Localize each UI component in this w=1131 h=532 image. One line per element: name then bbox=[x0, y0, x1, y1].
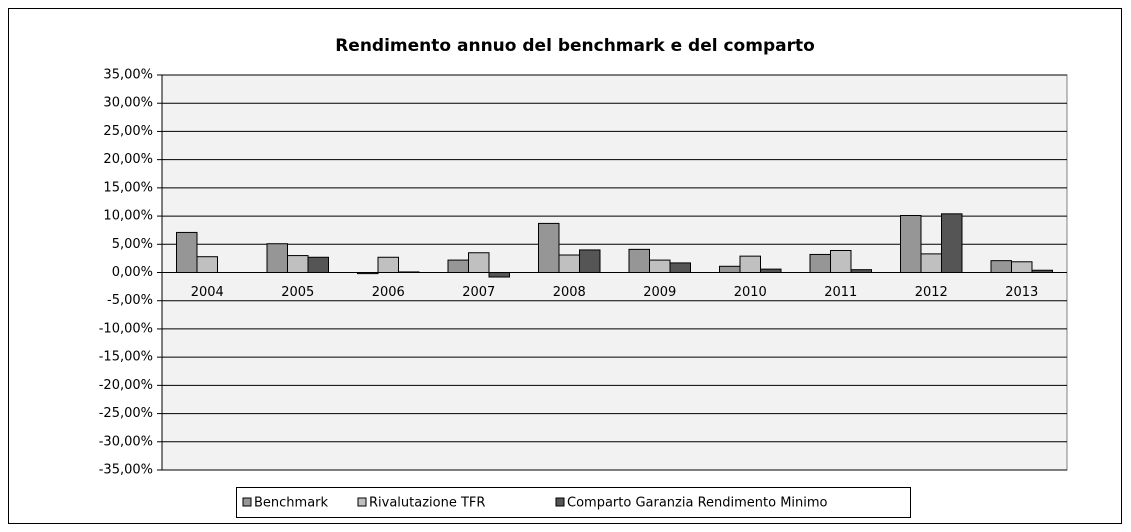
bar bbox=[558, 254, 580, 273]
y-tick-label: -20,00% bbox=[99, 378, 153, 393]
bar bbox=[1011, 261, 1033, 273]
legend-label: Comparto Garanzia Rendimento Minimo bbox=[567, 496, 828, 511]
x-tick-label: 2011 bbox=[824, 285, 857, 300]
bar bbox=[196, 256, 218, 274]
bar bbox=[377, 256, 399, 273]
bar bbox=[447, 259, 469, 274]
legend-label: Rivalutazione TFR bbox=[369, 496, 485, 511]
bar bbox=[398, 271, 420, 273]
bar bbox=[809, 253, 831, 273]
bar bbox=[1031, 269, 1053, 274]
bar bbox=[628, 248, 650, 274]
x-tick-label: 2007 bbox=[462, 285, 495, 300]
bar bbox=[990, 260, 1012, 273]
bar bbox=[357, 272, 379, 275]
legend-swatch bbox=[242, 497, 252, 507]
bar bbox=[649, 259, 671, 274]
y-tick-label: 0,00% bbox=[112, 265, 153, 280]
bar bbox=[920, 253, 942, 273]
y-tick-label: 35,00% bbox=[103, 68, 153, 83]
y-tick-label: -15,00% bbox=[99, 350, 153, 365]
bar bbox=[307, 256, 329, 273]
y-tick-label: 15,00% bbox=[103, 180, 153, 195]
bar bbox=[719, 265, 741, 273]
chart-title: Rendimento annuo del benchmark e del com… bbox=[335, 36, 815, 56]
bar bbox=[266, 243, 288, 274]
bar bbox=[176, 231, 198, 273]
bar bbox=[538, 222, 560, 274]
y-tick-label: -25,00% bbox=[99, 406, 153, 421]
x-tick-label: 2009 bbox=[643, 285, 676, 300]
x-tick-label: 2012 bbox=[915, 285, 948, 300]
bar bbox=[468, 252, 490, 273]
x-tick-label: 2010 bbox=[734, 285, 767, 300]
legend-swatch bbox=[357, 497, 367, 507]
bar bbox=[900, 215, 922, 273]
y-tick-label: 30,00% bbox=[103, 96, 153, 111]
y-tick-label: -35,00% bbox=[99, 463, 153, 478]
bar bbox=[669, 262, 691, 273]
legend-swatch bbox=[555, 497, 565, 507]
legend-box bbox=[236, 487, 911, 518]
bar bbox=[739, 255, 761, 273]
bar bbox=[760, 268, 782, 274]
x-tick-label: 2008 bbox=[553, 285, 586, 300]
y-tick-label: 10,00% bbox=[103, 209, 153, 224]
y-tick-label: 25,00% bbox=[103, 124, 153, 139]
x-tick-label: 2013 bbox=[1005, 285, 1038, 300]
bar bbox=[941, 213, 963, 273]
x-tick-label: 2005 bbox=[281, 285, 314, 300]
y-tick-label: 20,00% bbox=[103, 152, 153, 167]
y-tick-label: -5,00% bbox=[107, 293, 153, 308]
bar bbox=[287, 255, 309, 273]
y-tick-label: -30,00% bbox=[99, 434, 153, 449]
x-tick-label: 2006 bbox=[372, 285, 405, 300]
bar bbox=[830, 249, 852, 274]
bar bbox=[579, 249, 601, 274]
x-tick-label: 2004 bbox=[191, 285, 224, 300]
bar bbox=[850, 269, 872, 273]
y-tick-label: -10,00% bbox=[99, 321, 153, 336]
y-tick-label: 5,00% bbox=[112, 237, 153, 252]
bar bbox=[488, 272, 510, 278]
legend-label: Benchmark bbox=[254, 496, 329, 511]
